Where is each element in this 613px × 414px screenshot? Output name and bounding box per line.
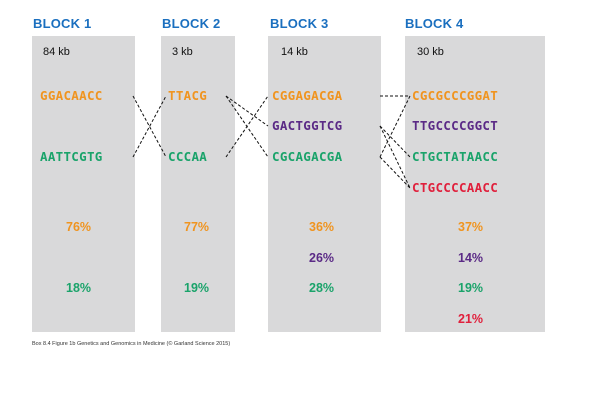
block-4-seq-2: TTGCCCCGGCT bbox=[412, 118, 499, 133]
block-2-pct-1: 77% bbox=[184, 220, 210, 234]
block-4-pct-4: 21% bbox=[458, 312, 484, 326]
block-4-seq-4: CTGCCCCAACC bbox=[412, 180, 499, 195]
link-b1-bottom-to-b2-top bbox=[132, 95, 167, 158]
block-3-seq-2: GACTGGTCG bbox=[272, 118, 343, 133]
block-4-size: 30 kb bbox=[417, 46, 444, 58]
figure-caption: Box 8.4 Figure 1b Genetics and Genomics … bbox=[32, 341, 231, 347]
block-1-seq-2: AATTCGTG bbox=[40, 149, 103, 164]
block-4-seq-3: CTGCTATAACC bbox=[412, 149, 499, 164]
block-3-panel bbox=[268, 36, 381, 332]
block-3-pct-2: 26% bbox=[309, 251, 335, 265]
block-2-title: BLOCK 2 bbox=[162, 16, 221, 31]
block-2-seq-2: CCCAA bbox=[168, 149, 208, 164]
block-1-pct-2: 18% bbox=[66, 281, 92, 295]
block-4-panel bbox=[405, 36, 545, 332]
link-b3-mid-to-b4-4 bbox=[379, 125, 411, 189]
block-4-title: BLOCK 4 bbox=[405, 16, 464, 31]
block-1-size: 84 kb bbox=[43, 46, 70, 58]
block-2-seq-1: TTACG bbox=[168, 88, 208, 103]
link-b2-bottom-to-b3-top bbox=[225, 95, 269, 158]
block-1-pct-1: 76% bbox=[66, 220, 92, 234]
block-3-seq-3: CGCAGACGA bbox=[272, 149, 343, 164]
block-3-size: 14 kb bbox=[281, 46, 308, 58]
block-3-seq-1: CGGAGACGA bbox=[272, 88, 343, 103]
link-b1-top-to-b2-bottom bbox=[132, 95, 167, 158]
block-2-size: 3 kb bbox=[172, 46, 193, 58]
link-b3-bottom-to-b4-1 bbox=[379, 95, 411, 158]
block-1-seq-1: GGACAACC bbox=[40, 88, 103, 103]
block-1-title: BLOCK 1 bbox=[33, 16, 92, 31]
block-4-pct-1: 37% bbox=[458, 220, 484, 234]
block-4-pct-2: 14% bbox=[458, 251, 484, 265]
block-2-panel bbox=[161, 36, 235, 332]
block-2-pct-2: 19% bbox=[184, 281, 210, 295]
block-3-pct-1: 36% bbox=[309, 220, 335, 234]
link-b2-top-to-b3-mid bbox=[225, 95, 269, 127]
link-b3-mid-to-b4-3 bbox=[379, 125, 411, 158]
block-4-pct-3: 19% bbox=[458, 281, 484, 295]
link-b3-bottom-to-b4-4 bbox=[379, 156, 411, 189]
block-3-title: BLOCK 3 bbox=[270, 16, 329, 31]
block-4-seq-1: CGCGCCCGGAT bbox=[412, 88, 499, 103]
block-3-pct-3: 28% bbox=[309, 281, 335, 295]
block-1-panel bbox=[32, 36, 135, 332]
